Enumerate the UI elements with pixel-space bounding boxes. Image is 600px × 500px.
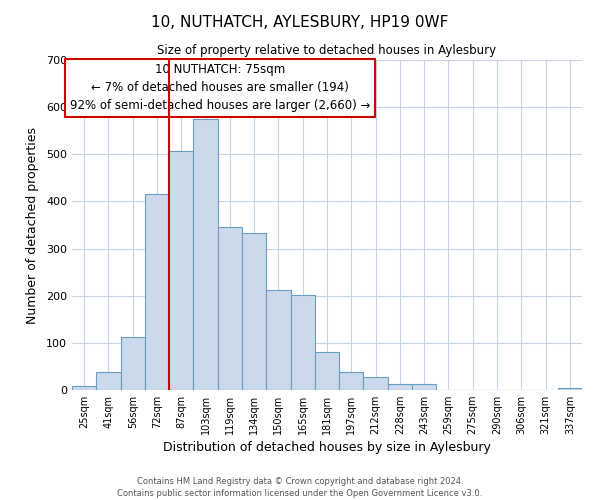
Bar [412, 384, 436, 390]
Y-axis label: Number of detached properties: Number of detached properties [26, 126, 39, 324]
Bar [193, 119, 218, 390]
Text: 10 NUTHATCH: 75sqm
← 7% of detached houses are smaller (194)
92% of semi-detache: 10 NUTHATCH: 75sqm ← 7% of detached hous… [70, 64, 370, 112]
Bar [290, 295, 315, 390]
Bar [121, 336, 145, 390]
Text: Contains HM Land Registry data © Crown copyright and database right 2024.
Contai: Contains HM Land Registry data © Crown c… [118, 476, 482, 498]
Bar [96, 372, 121, 390]
Bar [339, 372, 364, 390]
Bar [145, 194, 169, 390]
Bar [266, 290, 290, 390]
X-axis label: Distribution of detached houses by size in Aylesbury: Distribution of detached houses by size … [163, 442, 491, 454]
Title: Size of property relative to detached houses in Aylesbury: Size of property relative to detached ho… [157, 44, 497, 58]
Bar [169, 150, 193, 390]
Bar [218, 228, 242, 390]
Bar [388, 384, 412, 390]
Bar [364, 378, 388, 390]
Bar [72, 386, 96, 390]
Bar [315, 352, 339, 390]
Text: 10, NUTHATCH, AYLESBURY, HP19 0WF: 10, NUTHATCH, AYLESBURY, HP19 0WF [151, 15, 449, 30]
Bar [242, 233, 266, 390]
Bar [558, 388, 582, 390]
